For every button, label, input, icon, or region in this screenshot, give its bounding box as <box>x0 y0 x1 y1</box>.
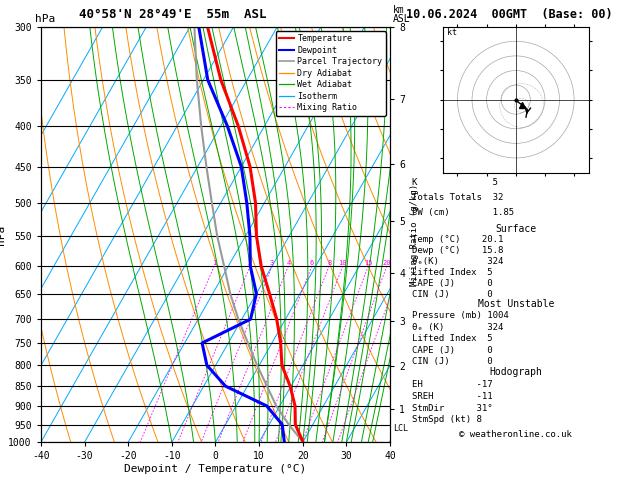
Text: Pressure (mb) 1004: Pressure (mb) 1004 <box>413 312 509 320</box>
Text: km
ASL: km ASL <box>393 5 411 24</box>
Text: kt: kt <box>447 29 457 37</box>
Text: © weatheronline.co.uk: © weatheronline.co.uk <box>459 430 572 439</box>
Text: EH          -17: EH -17 <box>413 380 493 389</box>
Text: 40°58'N 28°49'E  55m  ASL: 40°58'N 28°49'E 55m ASL <box>79 8 266 21</box>
Text: 6: 6 <box>309 260 314 266</box>
Text: 20: 20 <box>382 260 391 266</box>
Text: 4: 4 <box>286 260 291 266</box>
Text: Surface: Surface <box>495 224 537 234</box>
Text: θₑ (K)        324: θₑ (K) 324 <box>413 323 504 332</box>
Text: SREH        -11: SREH -11 <box>413 392 493 400</box>
Y-axis label: Mixing Ratio (g/kg): Mixing Ratio (g/kg) <box>411 183 420 286</box>
Text: Totals Totals  32: Totals Totals 32 <box>413 193 504 202</box>
Text: CIN (J)       0: CIN (J) 0 <box>413 290 493 299</box>
Text: 1: 1 <box>212 260 216 266</box>
Text: LCL: LCL <box>394 424 408 433</box>
Text: Hodograph: Hodograph <box>489 367 542 377</box>
Text: StmDir      31°: StmDir 31° <box>413 403 493 413</box>
Text: 10: 10 <box>338 260 347 266</box>
Text: 15: 15 <box>364 260 372 266</box>
Text: Dewp (°C)    15.8: Dewp (°C) 15.8 <box>413 246 504 255</box>
Y-axis label: hPa: hPa <box>0 225 6 244</box>
Text: 3: 3 <box>270 260 274 266</box>
Text: CAPE (J)      0: CAPE (J) 0 <box>413 346 493 355</box>
Text: Most Unstable: Most Unstable <box>477 299 554 309</box>
Text: 2: 2 <box>248 260 252 266</box>
Text: Lifted Index  5: Lifted Index 5 <box>413 268 493 277</box>
Text: StmSpd (kt) 8: StmSpd (kt) 8 <box>413 416 482 424</box>
Text: θₑ(K)         324: θₑ(K) 324 <box>413 257 504 266</box>
Text: K              5: K 5 <box>413 178 498 187</box>
Text: 10.06.2024  00GMT  (Base: 00): 10.06.2024 00GMT (Base: 00) <box>406 8 612 21</box>
Text: Lifted Index  5: Lifted Index 5 <box>413 334 493 344</box>
Text: 25: 25 <box>398 260 406 266</box>
Text: Temp (°C)    20.1: Temp (°C) 20.1 <box>413 235 504 244</box>
Text: hPa: hPa <box>35 14 55 24</box>
Text: CIN (J)       0: CIN (J) 0 <box>413 357 493 366</box>
Text: PW (cm)        1.85: PW (cm) 1.85 <box>413 208 515 217</box>
Legend: Temperature, Dewpoint, Parcel Trajectory, Dry Adiabat, Wet Adiabat, Isotherm, Mi: Temperature, Dewpoint, Parcel Trajectory… <box>276 31 386 116</box>
X-axis label: Dewpoint / Temperature (°C): Dewpoint / Temperature (°C) <box>125 464 306 474</box>
Text: CAPE (J)      0: CAPE (J) 0 <box>413 279 493 288</box>
Text: 8: 8 <box>327 260 331 266</box>
